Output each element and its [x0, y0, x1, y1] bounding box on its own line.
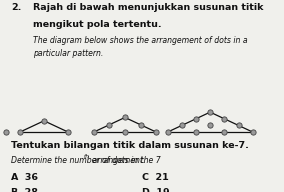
- Text: Tentukan bilangan titik dalam susunan ke-7.: Tentukan bilangan titik dalam susunan ke…: [11, 141, 249, 150]
- Text: B  28: B 28: [11, 188, 38, 192]
- Text: particular pattern.: particular pattern.: [33, 49, 103, 58]
- Text: D  19: D 19: [142, 188, 170, 192]
- Text: C  21: C 21: [142, 173, 169, 182]
- Text: arrangement.: arrangement.: [90, 156, 146, 166]
- Text: mengikut pola tertentu.: mengikut pola tertentu.: [33, 20, 161, 29]
- Text: th: th: [84, 154, 90, 159]
- Text: Determine the number of dots in the 7: Determine the number of dots in the 7: [11, 156, 161, 166]
- Text: The diagram below shows the arrangement of dots in a: The diagram below shows the arrangement …: [33, 36, 247, 45]
- Text: A  36: A 36: [11, 173, 38, 182]
- Text: Rajah di bawah menunjukkan susunan titik: Rajah di bawah menunjukkan susunan titik: [33, 3, 263, 12]
- Text: 2.: 2.: [11, 3, 22, 12]
